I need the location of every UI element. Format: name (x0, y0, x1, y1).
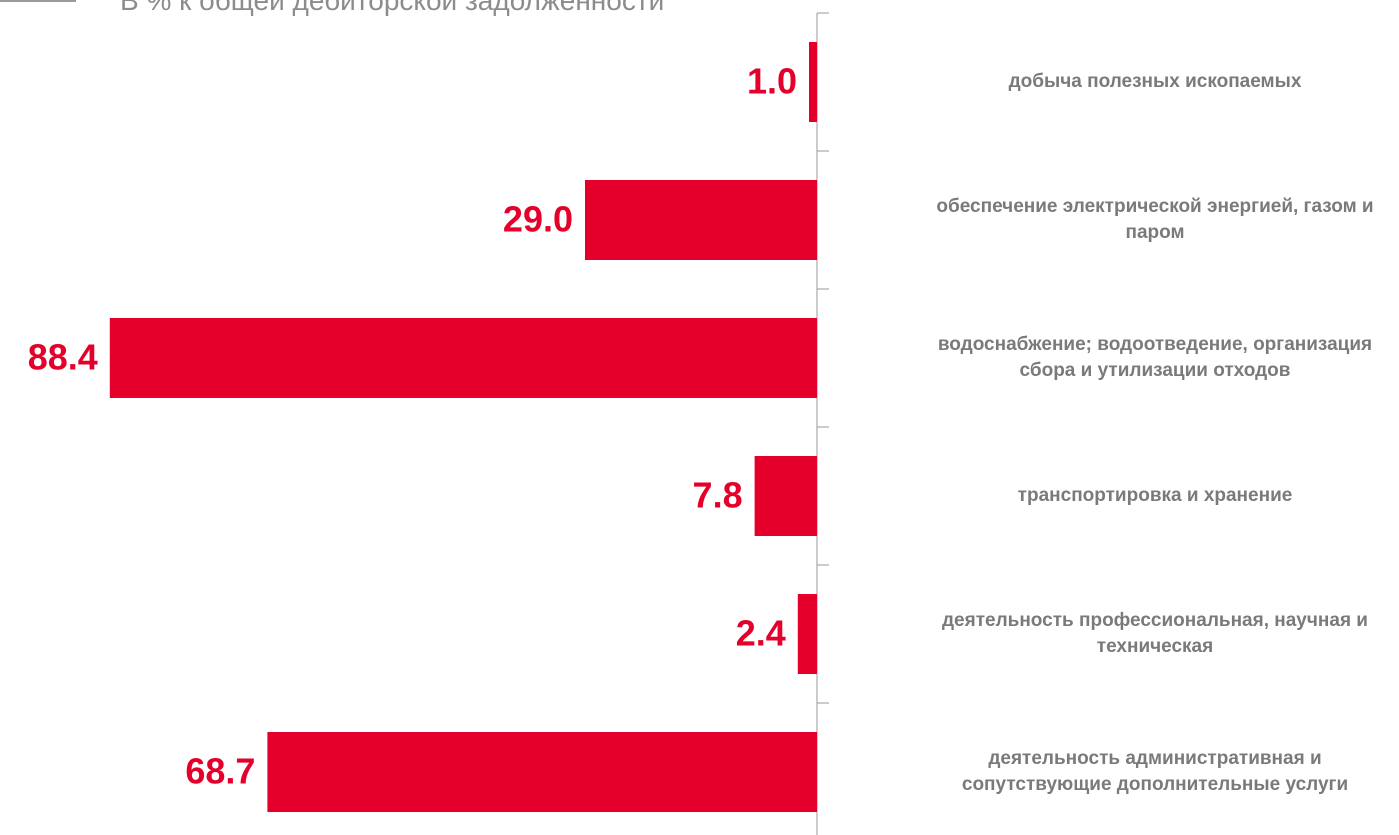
bar (585, 180, 817, 260)
category-label: обеспечение электрической энергией, газо… (936, 196, 1374, 243)
chart-title: В % к общей дебиторской задолженности (120, 0, 664, 16)
value-label: 29.0 (503, 199, 573, 240)
category-label: транспортировка и хранение (1017, 485, 1293, 506)
bar (754, 456, 817, 536)
bar (797, 594, 817, 674)
category-label: добыча полезных ископаемых (1008, 71, 1302, 92)
bar (809, 42, 817, 122)
value-label: 7.8 (693, 475, 743, 516)
value-label: 2.4 (736, 613, 786, 654)
bar (267, 732, 817, 812)
value-label: 88.4 (28, 337, 98, 378)
category-label: водоснабжение; водоотведение, организаци… (937, 334, 1373, 381)
bar (109, 318, 818, 398)
value-label: 1.0 (747, 61, 797, 102)
value-label: 68.7 (185, 751, 255, 792)
category-label: деятельность профессиональная, научная и… (941, 610, 1368, 657)
category-label: деятельность административная и сопутств… (961, 748, 1349, 795)
